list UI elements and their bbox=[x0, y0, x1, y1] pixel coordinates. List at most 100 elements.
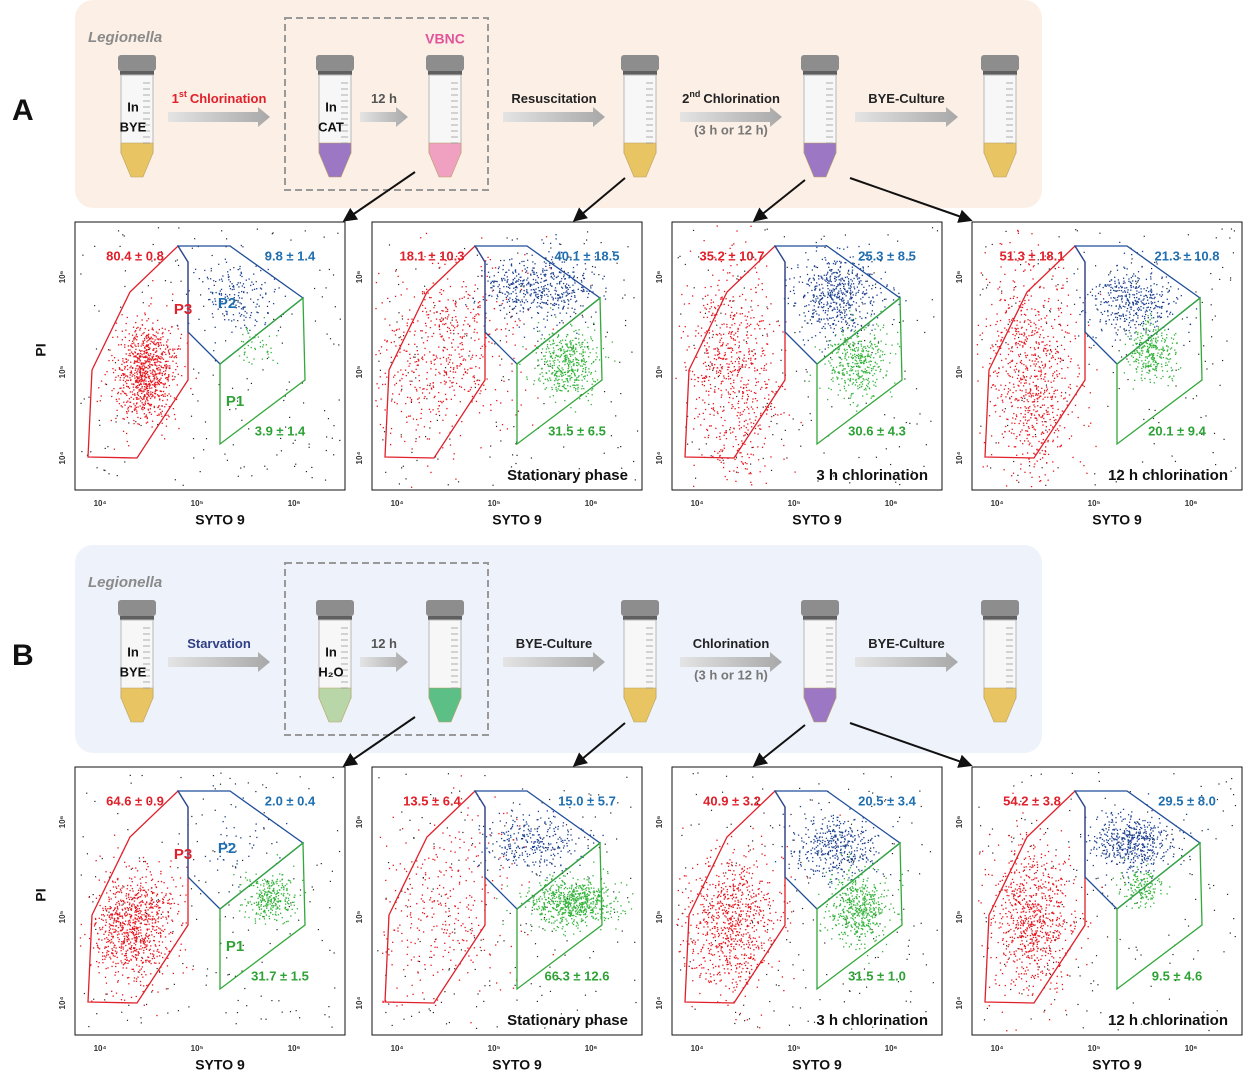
event-dot bbox=[832, 284, 833, 285]
event-dot bbox=[538, 322, 539, 323]
event-dot bbox=[142, 324, 143, 325]
event-dot bbox=[842, 374, 843, 375]
event-dot bbox=[162, 411, 163, 412]
event-dot bbox=[136, 334, 137, 335]
event-dot bbox=[235, 326, 236, 327]
event-dot bbox=[871, 354, 872, 355]
event-dot bbox=[857, 370, 858, 371]
event-dot bbox=[731, 352, 732, 353]
event-dot bbox=[894, 289, 895, 290]
event-dot bbox=[462, 298, 463, 299]
event-dot bbox=[507, 323, 508, 324]
event-dot bbox=[548, 251, 549, 252]
event-dot bbox=[720, 345, 721, 346]
event-dot bbox=[570, 378, 571, 379]
event-dot bbox=[144, 367, 145, 368]
event-dot bbox=[422, 330, 423, 331]
event-dot bbox=[405, 370, 406, 371]
event-dot bbox=[864, 361, 865, 362]
event-dot bbox=[532, 270, 533, 271]
event-dot bbox=[827, 319, 828, 320]
event-dot bbox=[848, 283, 849, 284]
event-dot bbox=[449, 380, 450, 381]
event-dot bbox=[843, 286, 844, 287]
event-dot bbox=[869, 274, 870, 275]
event-dot bbox=[382, 302, 383, 303]
event-dot bbox=[149, 339, 150, 340]
event-dot bbox=[273, 303, 274, 304]
event-dot bbox=[828, 293, 829, 294]
event-dot bbox=[833, 295, 834, 296]
event-dot bbox=[479, 367, 480, 368]
event-dot bbox=[861, 350, 862, 351]
event-dot bbox=[416, 369, 417, 370]
event-dot bbox=[831, 379, 832, 380]
event-dot bbox=[549, 396, 550, 397]
event-dot bbox=[130, 362, 131, 363]
event-dot bbox=[813, 295, 814, 296]
event-dot bbox=[837, 309, 838, 310]
event-dot bbox=[684, 362, 685, 363]
event-dot bbox=[767, 334, 768, 335]
event-dot bbox=[715, 308, 716, 309]
event-dot bbox=[524, 254, 525, 255]
event-dot bbox=[723, 304, 724, 305]
event-dot bbox=[726, 378, 727, 379]
event-dot bbox=[96, 348, 97, 349]
event-dot bbox=[445, 311, 446, 312]
event-dot bbox=[152, 374, 153, 375]
event-dot bbox=[158, 367, 159, 368]
event-dot bbox=[139, 355, 140, 356]
event-dot bbox=[443, 401, 444, 402]
event-dot bbox=[731, 337, 732, 338]
event-dot bbox=[244, 306, 245, 307]
event-dot bbox=[140, 396, 141, 397]
event-dot bbox=[850, 293, 851, 294]
event-dot bbox=[765, 384, 766, 385]
event-dot bbox=[581, 388, 582, 389]
event-dot bbox=[430, 368, 431, 369]
event-dot bbox=[486, 378, 487, 379]
event-dot bbox=[796, 371, 797, 372]
event-dot bbox=[693, 465, 694, 466]
event-dot bbox=[171, 326, 172, 327]
event-dot bbox=[694, 379, 695, 380]
event-dot bbox=[181, 334, 182, 335]
event-dot bbox=[433, 333, 434, 334]
event-dot bbox=[465, 286, 466, 287]
event-dot bbox=[438, 401, 439, 402]
event-dot bbox=[329, 269, 330, 270]
event-dot bbox=[738, 444, 739, 445]
event-dot bbox=[822, 278, 823, 279]
event-dot bbox=[128, 359, 129, 360]
event-dot bbox=[544, 275, 545, 276]
event-dot bbox=[578, 364, 579, 365]
event-dot bbox=[121, 314, 122, 315]
event-dot bbox=[852, 344, 853, 345]
event-dot bbox=[714, 392, 715, 393]
event-dot bbox=[851, 298, 852, 299]
event-dot bbox=[552, 352, 553, 353]
event-dot bbox=[565, 292, 566, 293]
event-dot bbox=[160, 342, 161, 343]
event-dot bbox=[139, 329, 140, 330]
x-tick-label: 10⁵ bbox=[788, 499, 801, 508]
event-dot bbox=[559, 322, 560, 323]
event-dot bbox=[439, 334, 440, 335]
tube-label: CAT bbox=[318, 119, 344, 134]
event-dot bbox=[155, 391, 156, 392]
event-dot bbox=[531, 293, 532, 294]
event-dot bbox=[415, 377, 416, 378]
event-dot bbox=[582, 305, 583, 306]
event-dot bbox=[438, 346, 439, 347]
event-dot bbox=[852, 358, 853, 359]
event-dot bbox=[268, 269, 269, 270]
panel-letter: A bbox=[12, 94, 34, 127]
event-dot bbox=[821, 319, 822, 320]
event-dot bbox=[270, 352, 271, 353]
event-dot bbox=[215, 342, 216, 343]
event-dot bbox=[411, 487, 412, 488]
event-dot bbox=[568, 347, 569, 348]
event-dot bbox=[745, 434, 746, 435]
